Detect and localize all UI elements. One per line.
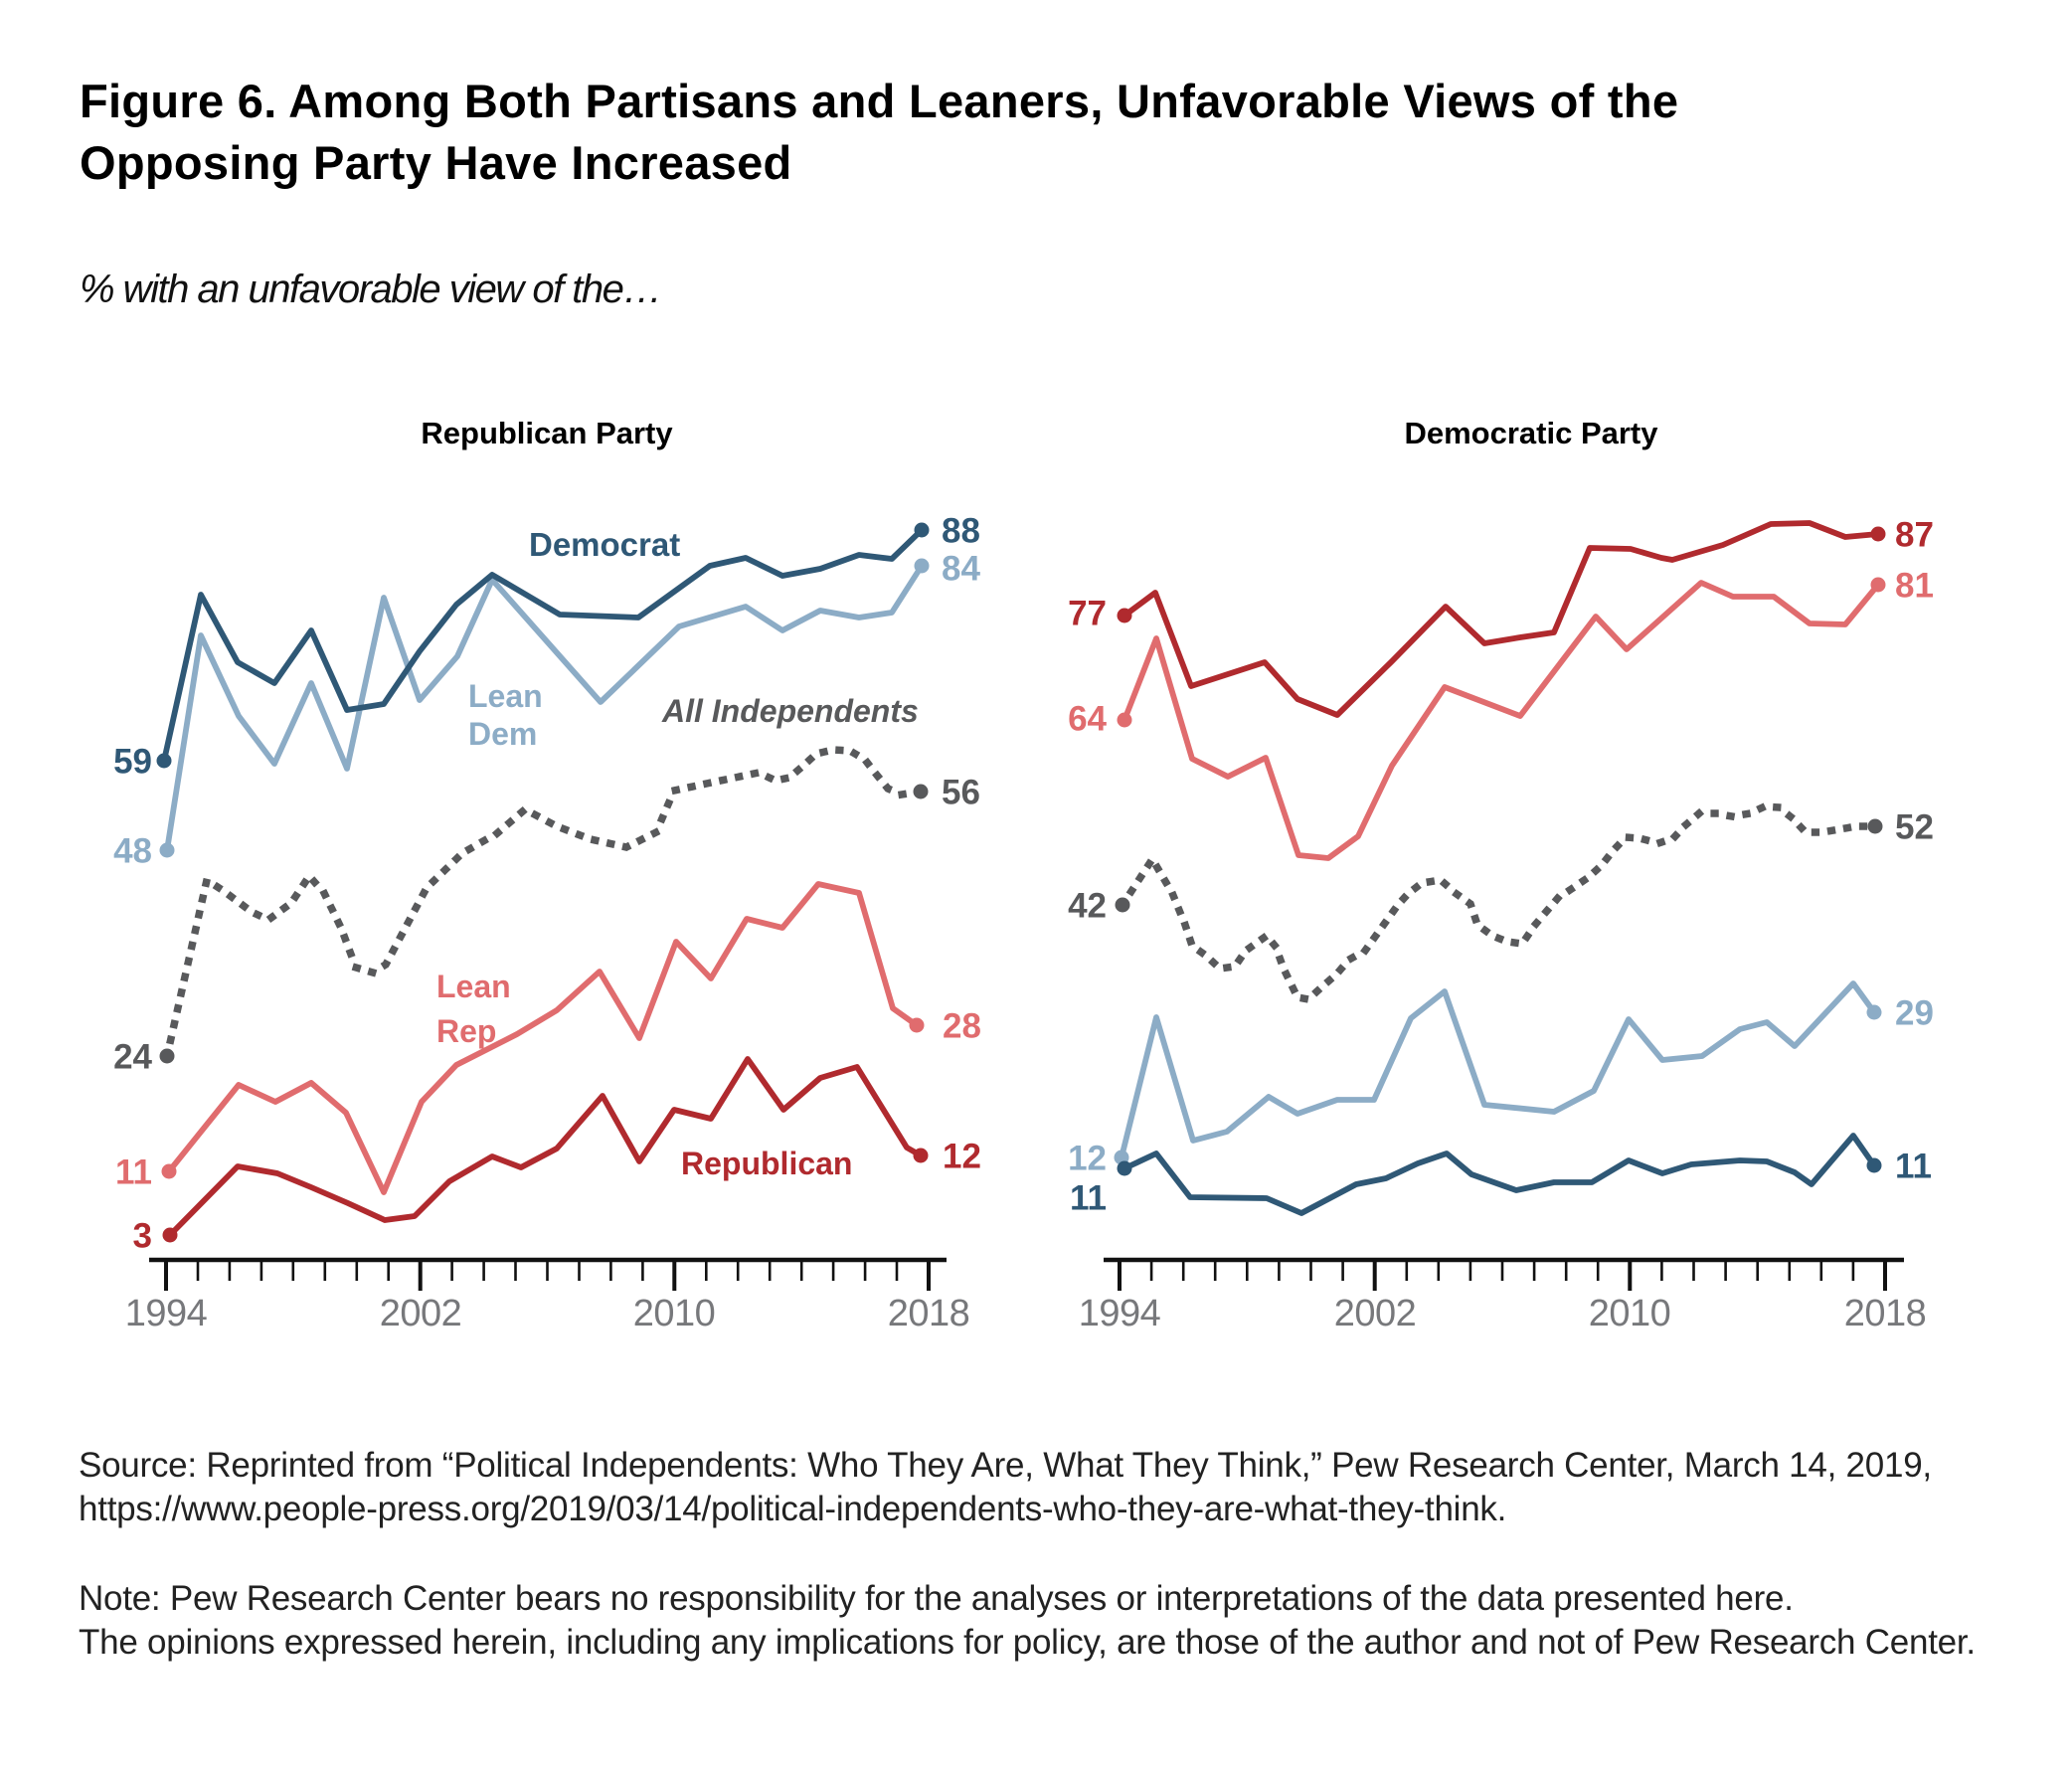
svg-text:87: 87: [1895, 516, 1934, 555]
svg-text:11: 11: [1895, 1148, 1932, 1186]
svg-text:2002: 2002: [380, 1293, 462, 1334]
svg-text:Dem: Dem: [468, 716, 537, 752]
svg-text:28: 28: [943, 1007, 981, 1046]
svg-text:2018: 2018: [888, 1293, 970, 1334]
svg-text:1994: 1994: [125, 1293, 208, 1334]
svg-text:Republican: Republican: [681, 1146, 852, 1181]
svg-text:2010: 2010: [1589, 1293, 1671, 1334]
svg-text:88: 88: [942, 512, 980, 551]
svg-text:12: 12: [943, 1138, 981, 1176]
svg-text:77: 77: [1068, 595, 1107, 633]
svg-text:1994: 1994: [1079, 1293, 1161, 1334]
svg-text:52: 52: [1895, 808, 1934, 847]
svg-text:Rep: Rep: [436, 1013, 496, 1049]
svg-text:Republican Party: Republican Party: [421, 416, 673, 450]
svg-text:Lean: Lean: [436, 969, 511, 1004]
svg-text:56: 56: [942, 774, 980, 812]
svg-text:3: 3: [133, 1217, 152, 1256]
svg-text:42: 42: [1068, 887, 1107, 926]
svg-text:Democratic Party: Democratic Party: [1404, 416, 1658, 450]
svg-text:29: 29: [1895, 994, 1934, 1033]
svg-text:2010: 2010: [633, 1293, 716, 1334]
svg-text:84: 84: [942, 550, 980, 589]
svg-text:2018: 2018: [1844, 1293, 1927, 1334]
svg-text:11: 11: [115, 1153, 152, 1192]
svg-text:2002: 2002: [1334, 1293, 1417, 1334]
svg-text:Lean: Lean: [468, 678, 543, 714]
svg-text:12: 12: [1068, 1140, 1107, 1178]
svg-text:81: 81: [1895, 567, 1934, 606]
svg-text:48: 48: [113, 832, 152, 871]
svg-text:64: 64: [1068, 700, 1107, 739]
svg-text:24: 24: [113, 1038, 152, 1077]
svg-text:All Independents: All Independents: [661, 693, 919, 729]
svg-text:59: 59: [113, 743, 152, 782]
svg-text:11: 11: [1070, 1179, 1107, 1218]
svg-text:Democrat: Democrat: [529, 526, 680, 563]
